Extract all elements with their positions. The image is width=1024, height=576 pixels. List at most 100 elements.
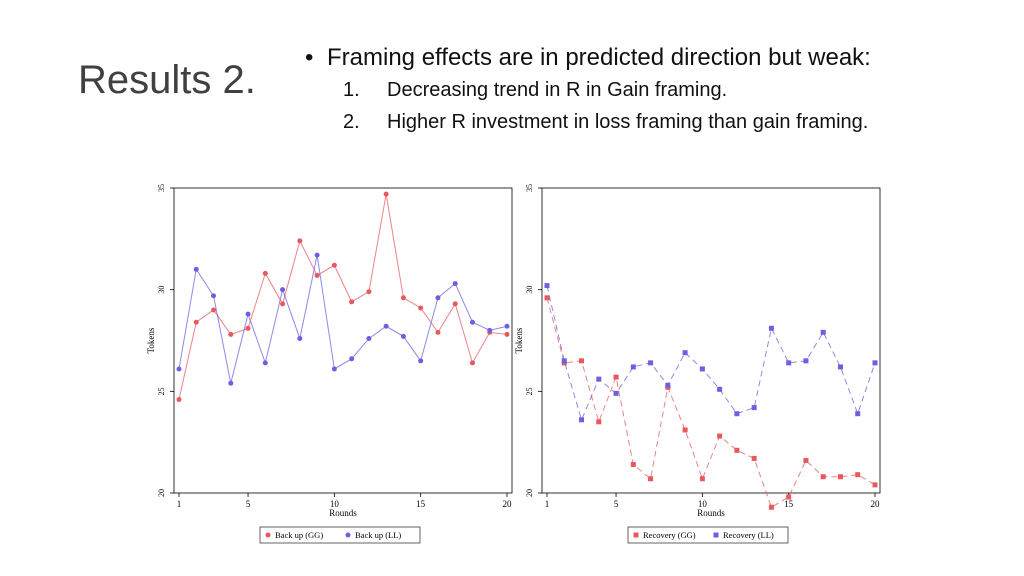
- x-tick-label: 5: [246, 499, 251, 509]
- data-point: [820, 474, 826, 480]
- subpoint-text: Higher R investment in loss framing than…: [387, 111, 869, 133]
- data-point: [820, 329, 826, 335]
- data-point: [435, 295, 441, 301]
- y-tick-label: 25: [157, 387, 166, 395]
- data-point: [561, 358, 567, 364]
- data-point: [176, 396, 182, 402]
- data-point: [228, 380, 234, 386]
- data-point: [418, 358, 424, 364]
- x-tick-label: 1: [177, 499, 182, 509]
- data-point: [855, 411, 861, 417]
- x-tick-label: 10: [330, 499, 340, 509]
- data-point: [349, 356, 355, 362]
- data-point: [682, 427, 688, 433]
- data-point: [717, 386, 723, 392]
- legend-box: [259, 526, 421, 544]
- data-point: [837, 364, 843, 370]
- y-tick-label: 25: [525, 387, 534, 395]
- slide-title: Results 2.: [78, 58, 256, 102]
- data-point: [544, 295, 550, 301]
- data-point: [803, 457, 809, 463]
- y-axis-label: Tokens: [514, 327, 524, 353]
- data-point: [228, 331, 234, 337]
- data-point: [596, 376, 602, 382]
- legend-label: Recovery (GG): [643, 530, 696, 540]
- legend-marker: [633, 532, 639, 538]
- data-point: [768, 504, 774, 510]
- subpoint-2: 2. Higher R investment in loss framing t…: [343, 106, 1005, 138]
- x-axis-label: Rounds: [697, 508, 725, 518]
- bullet-text: Framing effects are in predicted directi…: [327, 44, 871, 71]
- data-point: [452, 301, 458, 307]
- x-axis-label: Rounds: [329, 508, 357, 518]
- data-point: [613, 390, 619, 396]
- legend-marker: [345, 532, 351, 538]
- data-point: [469, 319, 475, 325]
- data-point: [297, 238, 303, 244]
- bullet-dot-icon: •: [305, 44, 314, 71]
- legend-marker: [265, 532, 271, 538]
- data-point: [579, 417, 585, 423]
- data-point: [452, 281, 458, 287]
- data-point: [682, 350, 688, 356]
- data-point: [245, 311, 251, 317]
- legend-label: Recovery (LL): [723, 530, 774, 540]
- data-point: [331, 366, 337, 372]
- data-point: [262, 270, 268, 276]
- subpoint-text: Decreasing trend in R in Gain framing.: [387, 79, 728, 101]
- data-point: [630, 462, 636, 468]
- data-point: [280, 301, 286, 307]
- data-point: [245, 325, 251, 331]
- legend-box: [627, 526, 789, 544]
- x-tick-label: 15: [416, 499, 426, 509]
- data-point: [872, 360, 878, 366]
- x-tick-label: 10: [698, 499, 708, 509]
- data-point: [717, 433, 723, 439]
- series-line: [546, 285, 876, 422]
- data-point: [366, 289, 372, 295]
- data-point: [544, 283, 550, 289]
- plot-area: [541, 187, 881, 494]
- data-point: [211, 293, 217, 299]
- data-point: [699, 366, 705, 372]
- data-point: [383, 323, 389, 329]
- subpoint-1: 1. Decreasing trend in R in Gain framing…: [343, 74, 1005, 106]
- y-tick-label: 30: [525, 286, 534, 294]
- data-point: [751, 455, 757, 461]
- data-point: [176, 366, 182, 372]
- data-point: [193, 319, 199, 325]
- subpoint-number: 1.: [343, 79, 360, 101]
- data-point: [855, 472, 861, 478]
- data-point: [648, 360, 654, 366]
- data-point: [734, 447, 740, 453]
- data-point: [734, 411, 740, 417]
- subpoint-number: 2.: [343, 111, 360, 133]
- y-tick-label: 30: [157, 286, 166, 294]
- data-point: [314, 252, 320, 258]
- data-point: [280, 287, 286, 293]
- data-point: [314, 272, 320, 278]
- data-point: [469, 360, 475, 366]
- data-point: [400, 295, 406, 301]
- data-point: [648, 476, 654, 482]
- data-point: [768, 325, 774, 331]
- series-line: [178, 194, 508, 400]
- data-point: [596, 419, 602, 425]
- bullet-list: • Framing effects are in predicted direc…: [305, 42, 1005, 138]
- data-point: [504, 323, 510, 329]
- data-point: [630, 364, 636, 370]
- data-point: [331, 262, 337, 268]
- data-point: [872, 482, 878, 488]
- x-tick-label: 1: [545, 499, 550, 509]
- data-point: [504, 331, 510, 337]
- legend-label: Back up (GG): [275, 530, 323, 540]
- data-point: [262, 360, 268, 366]
- x-tick-label: 15: [784, 499, 794, 509]
- data-point: [487, 327, 493, 333]
- data-point: [418, 305, 424, 311]
- data-point: [435, 329, 441, 335]
- plot-area: [173, 187, 513, 494]
- legend-label: Back up (LL): [355, 530, 401, 540]
